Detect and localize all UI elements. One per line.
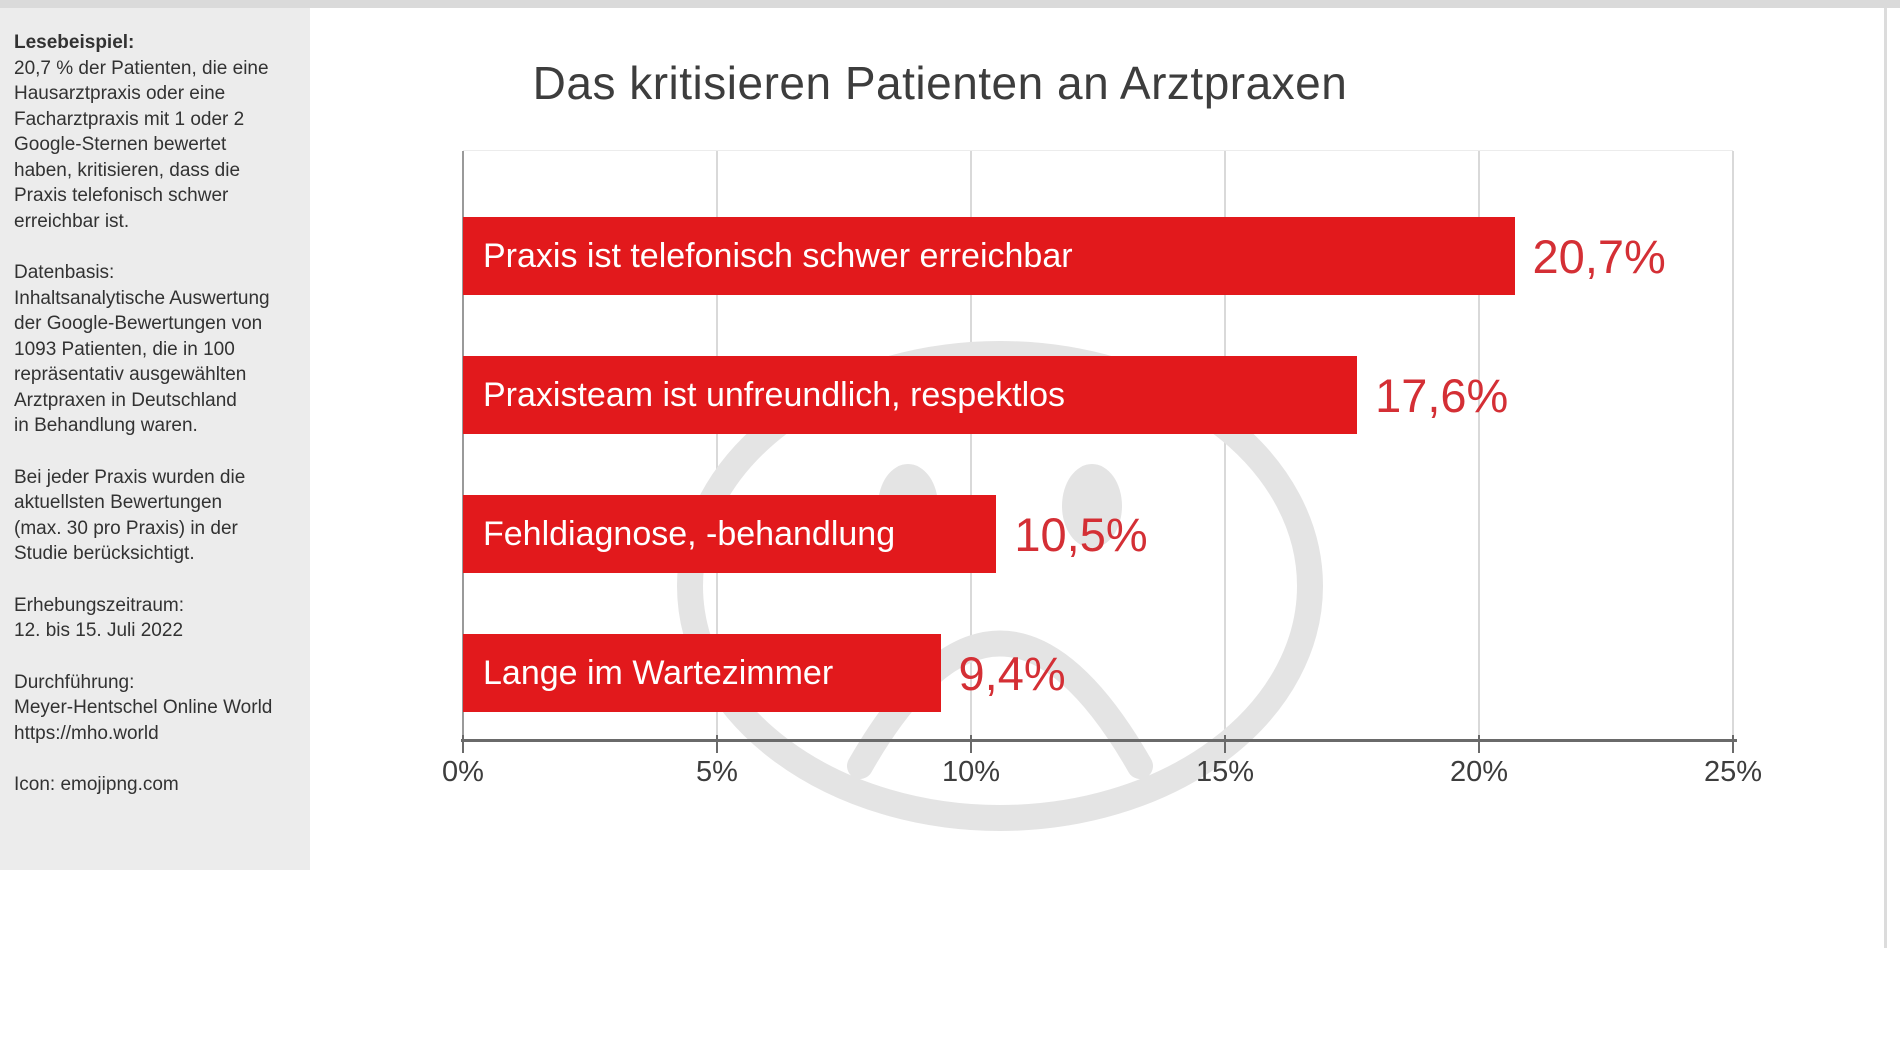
axis-tick-label: 15% <box>1195 756 1255 788</box>
axis-tick <box>1478 735 1480 753</box>
bar-telefonisch: Praxis ist telefonisch schwer erreichbar <box>463 217 1515 295</box>
bar-label: Praxisteam ist unfreundlich, respektlos <box>483 375 1066 414</box>
x-axis-line <box>461 739 1737 742</box>
sidebar-notes: Lesebeispiel: 20,7 % der Patienten, die … <box>0 8 310 870</box>
axis-tick <box>1224 735 1226 753</box>
sidebar-block-text: 20,7 % der Patienten, die eine Hausarztp… <box>14 57 269 232</box>
sad-face-outline <box>677 341 1323 831</box>
sidebar-block-text: Inhaltsanalytische Auswertung der Google… <box>14 287 270 437</box>
sidebar-block-text: Icon: emojipng.com <box>14 774 179 795</box>
bar-value-label: 20,7% <box>1532 229 1666 283</box>
sidebar-block-title: Lesebeispiel: <box>14 32 135 53</box>
sad-face-right-eye <box>1062 464 1122 548</box>
axis-tick <box>1732 735 1734 753</box>
bar-wartezimmer: Lange im Wartezimmer <box>463 634 941 712</box>
plot-area: Praxis ist telefonisch schwer erreichbar… <box>442 150 1762 831</box>
sidebar-block-title: Datenbasis: <box>14 262 115 283</box>
sidebar-block-datenbasis: Datenbasis: Inhaltsanalytische Auswertun… <box>14 260 298 439</box>
sidebar-block-erhebungszeitraum: Erhebungszeitraum: 12. bis 15. Juli 2022 <box>14 593 298 644</box>
axis-tick <box>716 735 718 753</box>
sidebar-block-durchfuehrung: Durchführung: Meyer-Hentschel Online Wor… <box>14 670 298 747</box>
gridline <box>1478 151 1480 741</box>
bar-unfreundlich: Praxisteam ist unfreundlich, respektlos <box>463 356 1358 434</box>
right-border <box>1884 8 1887 948</box>
top-border <box>0 0 1900 8</box>
axis-tick-label: 10% <box>941 756 1001 788</box>
axis-tick-label: 20% <box>1449 756 1509 788</box>
bar-row-fehldiagnose: Fehldiagnose, -behandlung 10,5% <box>463 495 1733 573</box>
axis-tick-label: 25% <box>1703 756 1763 788</box>
bar-label: Lange im Wartezimmer <box>483 653 834 692</box>
gridline <box>1732 151 1734 741</box>
gridline <box>1224 151 1226 741</box>
axis-tick <box>462 735 464 753</box>
bar-value-label: 10,5% <box>1014 507 1148 561</box>
y-axis-line <box>462 151 464 741</box>
sidebar-block-title: Durchführung: <box>14 671 135 693</box>
axis-tick-label: 5% <box>696 756 738 788</box>
gridline <box>716 151 718 741</box>
chart-title: Das kritisieren Patienten an Arztpraxen <box>532 57 1348 109</box>
bar-value-label: 17,6% <box>1375 368 1509 422</box>
gridline <box>970 151 972 741</box>
sidebar-block-text: 12. bis 15. Juli 2022 <box>14 620 184 641</box>
bar-row-unfreundlich: Praxisteam ist unfreundlich, respektlos … <box>463 356 1733 434</box>
axis-tick-label: 0% <box>442 756 484 788</box>
sidebar-block-icon-credit: Icon: emojipng.com <box>14 772 298 798</box>
sidebar-block-methodik: Bei jeder Praxis wurden die aktuellsten … <box>14 465 298 567</box>
sidebar-block-text: Bei jeder Praxis wurden die aktuellsten … <box>14 466 246 565</box>
bar-label: Fehldiagnose, -behandlung <box>483 514 896 553</box>
sidebar-block-lesebeispiel: Lesebeispiel: 20,7 % der Patienten, die … <box>14 30 298 234</box>
bar-fehldiagnose: Fehldiagnose, -behandlung <box>463 495 997 573</box>
bar-row-wartezimmer: Lange im Wartezimmer 9,4% <box>463 634 1733 712</box>
bar-row-telefonisch: Praxis ist telefonisch schwer erreichbar… <box>463 217 1733 295</box>
bar-value-label: 9,4% <box>958 646 1066 700</box>
sidebar-block-title: Erhebungszeitraum: <box>14 594 185 616</box>
bar-label: Praxis ist telefonisch schwer erreichbar <box>483 236 1073 275</box>
sidebar-block-text: Meyer-Hentschel Online World https://mho… <box>14 697 273 744</box>
axis-tick <box>970 735 972 753</box>
